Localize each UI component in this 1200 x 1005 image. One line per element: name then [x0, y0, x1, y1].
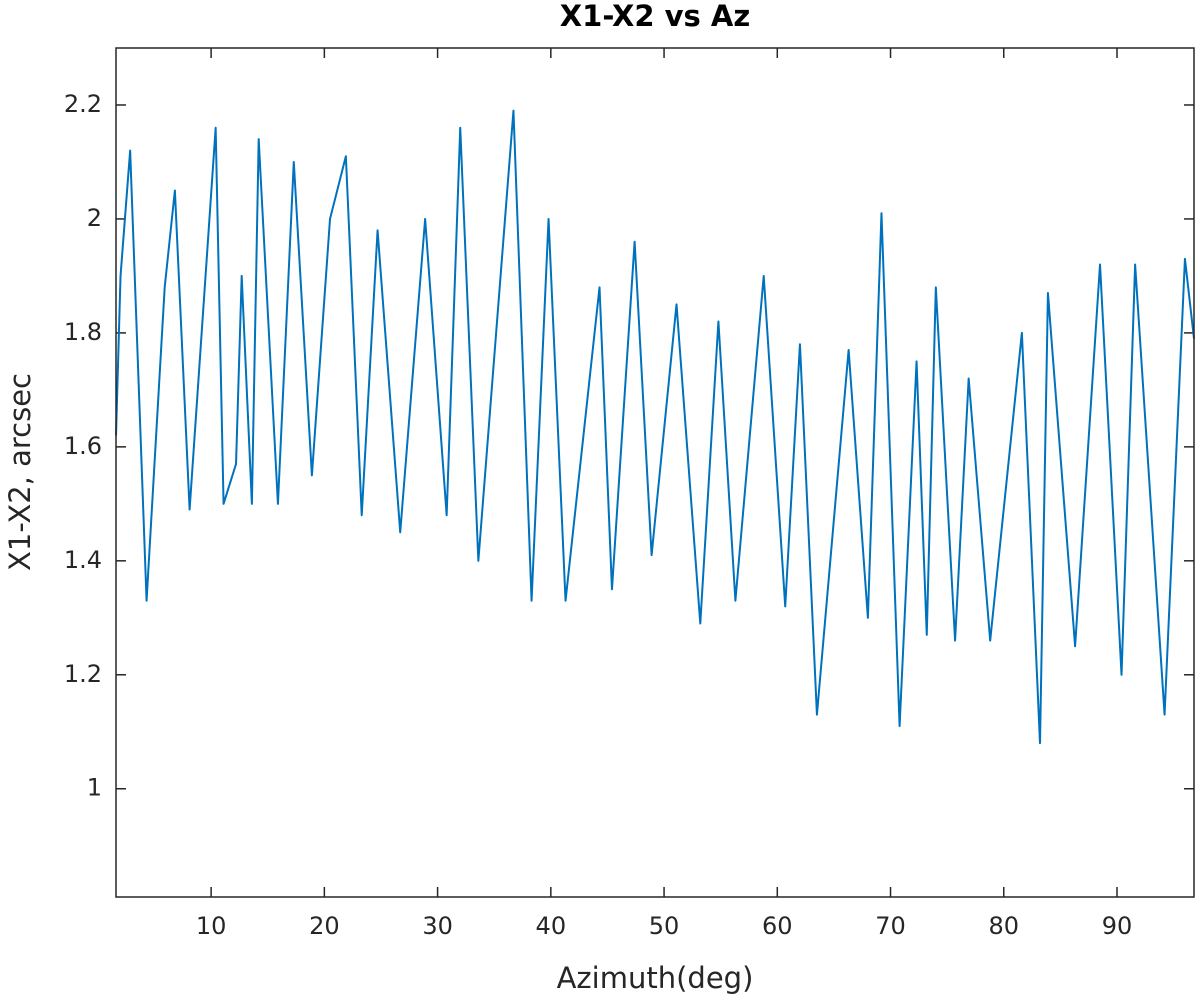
y-tick-label: 1.6	[64, 432, 102, 460]
y-tick-label: 1.8	[64, 318, 102, 346]
y-tick-label: 1.2	[64, 660, 102, 688]
x-axis-label: Azimuth(deg)	[557, 961, 754, 995]
x-tick-label: 40	[536, 912, 567, 940]
x-tick-label: 90	[1102, 912, 1133, 940]
x-tick-label: 50	[649, 912, 680, 940]
x-tick-label: 30	[422, 912, 453, 940]
y-tick-label: 1	[87, 774, 102, 802]
x-tick-label: 20	[309, 912, 340, 940]
axes-box	[115, 47, 1195, 898]
y-axis-label: X1-X2, arcsec	[3, 373, 37, 571]
x-tick-label: 60	[762, 912, 793, 940]
data-line	[115, 109, 1195, 745]
x-tick-label: 10	[196, 912, 227, 940]
x-tick-label: 70	[875, 912, 906, 940]
y-tick-label: 1.4	[64, 546, 102, 574]
y-tick-label: 2	[87, 204, 102, 232]
x-tick-label: 80	[988, 912, 1019, 940]
chart-title: X1-X2 vs Az	[560, 0, 750, 33]
y-tick-label: 2.2	[64, 90, 102, 118]
